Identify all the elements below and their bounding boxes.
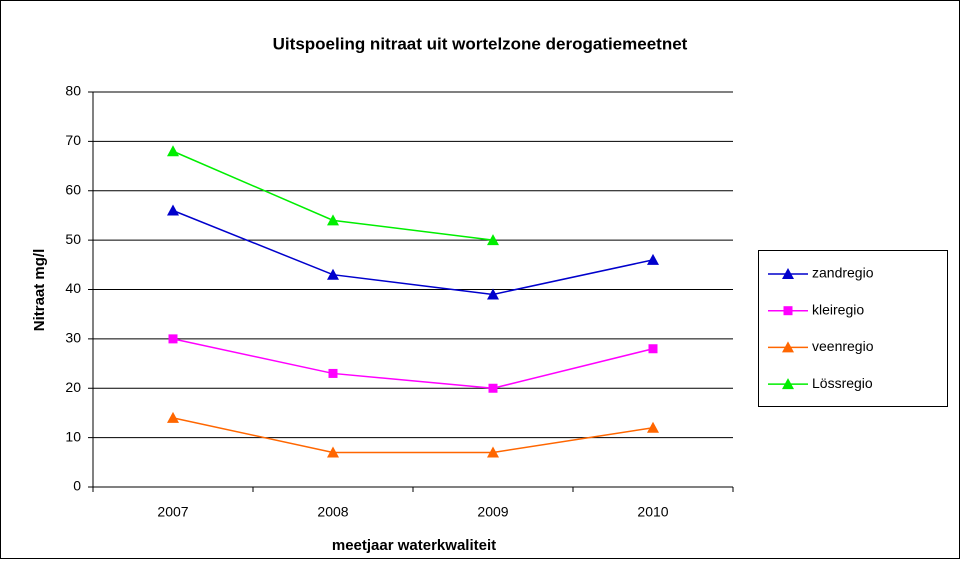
marker — [327, 446, 339, 458]
marker — [647, 253, 659, 265]
y-axis-label: Nitraat mg/l — [31, 249, 48, 332]
series-line — [172, 209, 654, 296]
marker — [487, 288, 499, 300]
marker — [167, 145, 179, 157]
marker — [167, 204, 179, 216]
y-tick-label: 70 — [65, 132, 81, 148]
legend-label: Lössregio — [812, 375, 873, 391]
y-tick-label: 30 — [65, 330, 81, 346]
marker — [782, 268, 794, 279]
marker — [487, 446, 499, 458]
marker — [327, 214, 339, 226]
marker — [648, 344, 658, 354]
legend-label: kleiregio — [812, 301, 864, 317]
y-tick-label: 80 — [65, 83, 81, 99]
series-line — [172, 417, 654, 454]
x-tick-label: 2007 — [157, 504, 188, 520]
y-tick-label: 20 — [65, 379, 81, 395]
x-tick-label: 2010 — [637, 504, 668, 520]
x-axis-label: meetjaar waterkwaliteit — [332, 537, 496, 554]
marker — [782, 378, 794, 390]
legend-label: zandregio — [812, 265, 874, 281]
y-tick-label: 60 — [65, 181, 81, 197]
marker — [783, 306, 793, 316]
marker — [168, 334, 178, 344]
marker — [487, 234, 499, 246]
y-tick-label: 40 — [65, 280, 81, 296]
marker — [327, 268, 339, 280]
series-line — [172, 338, 654, 390]
y-tick-label: 50 — [65, 231, 81, 247]
chart-title: Uitspoeling nitraat uit wortelzone derog… — [273, 34, 688, 53]
marker — [782, 341, 794, 353]
marker — [647, 421, 659, 433]
x-tick-label: 2009 — [477, 504, 508, 520]
marker — [328, 368, 338, 378]
y-tick-label: 10 — [65, 428, 81, 444]
x-tick-label: 2008 — [317, 504, 348, 520]
marker — [488, 383, 498, 393]
y-tick-label: 0 — [73, 478, 81, 494]
marker — [167, 411, 179, 423]
legend-label: veenregio — [812, 338, 874, 354]
